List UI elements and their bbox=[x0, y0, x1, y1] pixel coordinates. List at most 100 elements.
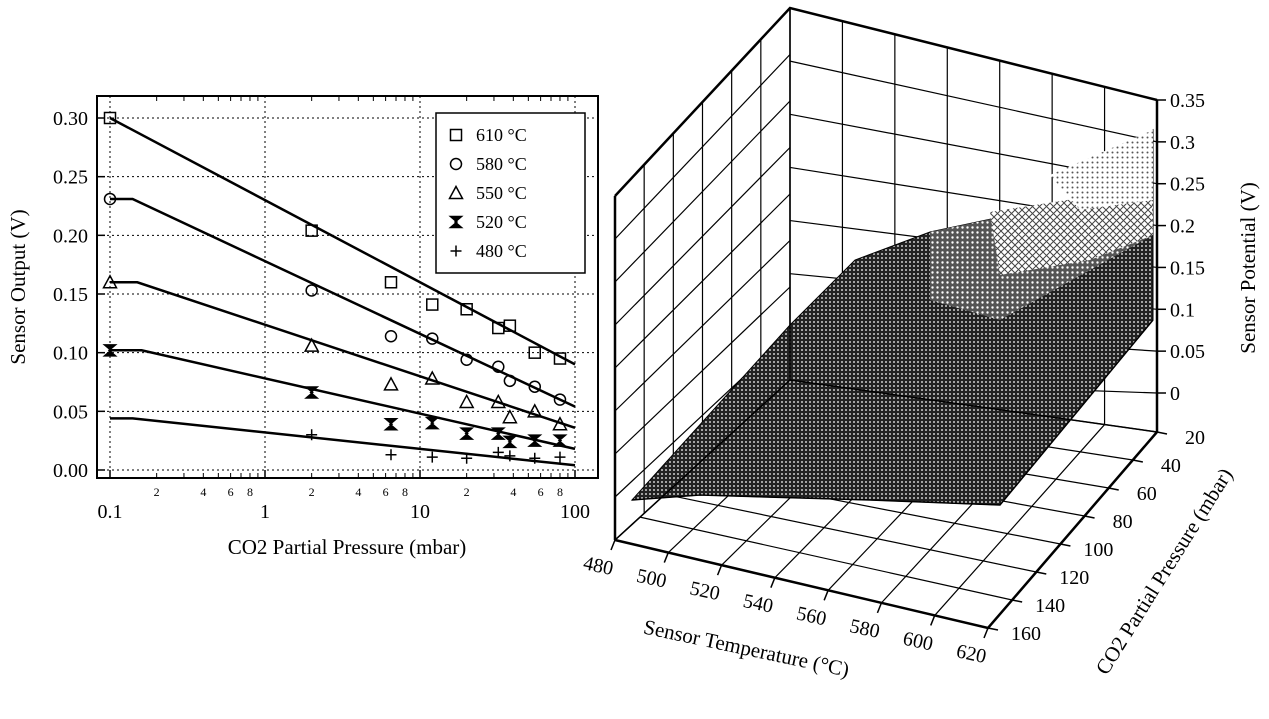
data-point bbox=[385, 449, 397, 461]
data-point bbox=[503, 374, 517, 388]
data-point bbox=[502, 435, 518, 449]
surface-x-tick-label: 620 bbox=[954, 640, 988, 668]
surface-gridline bbox=[934, 424, 1106, 616]
left-y-tick-label: 0.10 bbox=[53, 343, 88, 365]
surface-x-tick bbox=[716, 564, 723, 576]
surface-gridline bbox=[614, 54, 791, 240]
surface-gridline bbox=[664, 493, 1037, 573]
data-point bbox=[553, 352, 567, 365]
left-x-minor-label: 8 bbox=[247, 485, 253, 499]
data-point bbox=[304, 386, 320, 399]
data-point bbox=[103, 111, 117, 125]
data-point bbox=[528, 346, 542, 359]
legend: 610 °C 580 °C 550 °C 520 °C 480 °C bbox=[435, 112, 586, 274]
surface-x-tick-label: 560 bbox=[794, 603, 828, 631]
surface-y-tick bbox=[1060, 543, 1071, 547]
data-point bbox=[552, 434, 568, 447]
data-point bbox=[528, 380, 542, 393]
surface-z-tick-label: 0.3 bbox=[1170, 132, 1195, 154]
data-point bbox=[503, 319, 517, 332]
surface-gridline bbox=[614, 240, 791, 412]
data-point bbox=[424, 370, 441, 385]
left-x-minor-label: 2 bbox=[309, 485, 315, 499]
data-point bbox=[424, 416, 440, 430]
left-y-axis-title: Sensor Output (V) bbox=[6, 209, 30, 364]
data-point bbox=[426, 332, 439, 345]
surface-tick-labels: 0 0.05 0.1 0.15 0.2 0.25 0.3 0.35 480 500 520 540 56… bbox=[581, 90, 1205, 668]
left-ticks bbox=[109, 96, 576, 478]
data-point bbox=[102, 344, 118, 357]
surface-y-tick bbox=[987, 627, 999, 631]
surface-y-tick-label: 100 bbox=[1083, 539, 1113, 561]
surface-y-axis-title: CO2 Partial Pressure (mbar) bbox=[1091, 464, 1238, 679]
left-x-minor-label: 8 bbox=[402, 485, 408, 499]
data-point bbox=[426, 451, 438, 463]
surface-x-tick bbox=[610, 539, 616, 551]
left-y-tick-label: 0.00 bbox=[53, 460, 88, 482]
surface-z-tick-label: 0.25 bbox=[1170, 174, 1205, 196]
data-point bbox=[554, 451, 566, 463]
legend-entry: 550 °C bbox=[476, 183, 527, 203]
data-point bbox=[383, 417, 399, 431]
surface-z-tick-label: 0.2 bbox=[1170, 216, 1195, 238]
data-point bbox=[460, 353, 473, 366]
left-y-tick-label: 0.25 bbox=[53, 167, 88, 189]
surface-z-tick-label: 0.1 bbox=[1170, 299, 1195, 321]
data-point bbox=[526, 403, 543, 418]
data-point bbox=[529, 452, 541, 464]
data-point bbox=[458, 393, 475, 409]
surface-y-tick-label: 120 bbox=[1059, 567, 1089, 589]
left-x-minor-label: 2 bbox=[154, 485, 160, 499]
legend-marker bbox=[449, 157, 463, 171]
left-y-tick-label: 0.20 bbox=[53, 225, 88, 247]
surface-gridline bbox=[614, 286, 791, 455]
surface-y-tick bbox=[1132, 459, 1144, 463]
surface-z-tick-label: 0 bbox=[1170, 383, 1180, 405]
surface-gridline bbox=[614, 147, 791, 326]
data-point bbox=[103, 192, 117, 206]
left-x-tick-label: 0.1 bbox=[98, 501, 123, 523]
legend-marker bbox=[449, 128, 463, 142]
surface-z-tick-label: 0.05 bbox=[1170, 341, 1205, 363]
surface-x-tick-label: 480 bbox=[581, 552, 615, 580]
left-x-minor-label: 2 bbox=[464, 485, 470, 499]
data-point bbox=[502, 409, 518, 424]
left-x-minor-label: 8 bbox=[557, 485, 563, 499]
surface-x-tick-label: 600 bbox=[901, 628, 935, 656]
legend-entry: 580 °C bbox=[476, 154, 527, 174]
legend-entry: 520 °C bbox=[476, 212, 527, 232]
left-y-tick-labels: 0.00 0.05 0.10 0.15 0.20 0.25 0.30 bbox=[53, 108, 88, 482]
data-point bbox=[552, 416, 568, 431]
legend-marker bbox=[448, 215, 464, 229]
left-y-tick-label: 0.15 bbox=[53, 284, 88, 306]
left-data-points bbox=[102, 111, 568, 464]
surface-y-tick bbox=[1156, 431, 1168, 435]
surface-y-tick bbox=[1084, 515, 1095, 519]
left-x-axis-title: CO2 Partial Pressure (mbar) bbox=[228, 535, 467, 559]
data-point bbox=[383, 376, 399, 391]
data-point bbox=[492, 446, 504, 458]
data-point bbox=[303, 337, 320, 352]
surface-frame bbox=[613, 6, 1159, 630]
surface-y-tick bbox=[1108, 487, 1119, 491]
surface-x-tick bbox=[770, 577, 776, 588]
left-x-tick-label: 100 bbox=[560, 501, 590, 523]
surface-y-tick-label: 40 bbox=[1161, 455, 1181, 477]
surface-x-tick bbox=[663, 552, 669, 563]
surface-x-tick-label: 540 bbox=[741, 590, 775, 618]
left-gridlines bbox=[97, 96, 598, 478]
surface-x-tick bbox=[876, 602, 883, 614]
left-x-minor-label: 4 bbox=[200, 485, 206, 499]
left-x-minor-label: 4 bbox=[510, 485, 516, 499]
data-point bbox=[305, 224, 318, 237]
left-x-minor-label: 6 bbox=[383, 485, 389, 499]
fit-line bbox=[109, 116, 576, 366]
data-point bbox=[305, 284, 318, 297]
left-x-minor-label: 6 bbox=[228, 485, 234, 499]
data-point bbox=[504, 450, 516, 462]
surface-y-tick-label: 80 bbox=[1113, 511, 1133, 533]
left-x-minor-label: 4 bbox=[355, 485, 361, 499]
surface-z-tick-label: 0.15 bbox=[1170, 257, 1205, 279]
